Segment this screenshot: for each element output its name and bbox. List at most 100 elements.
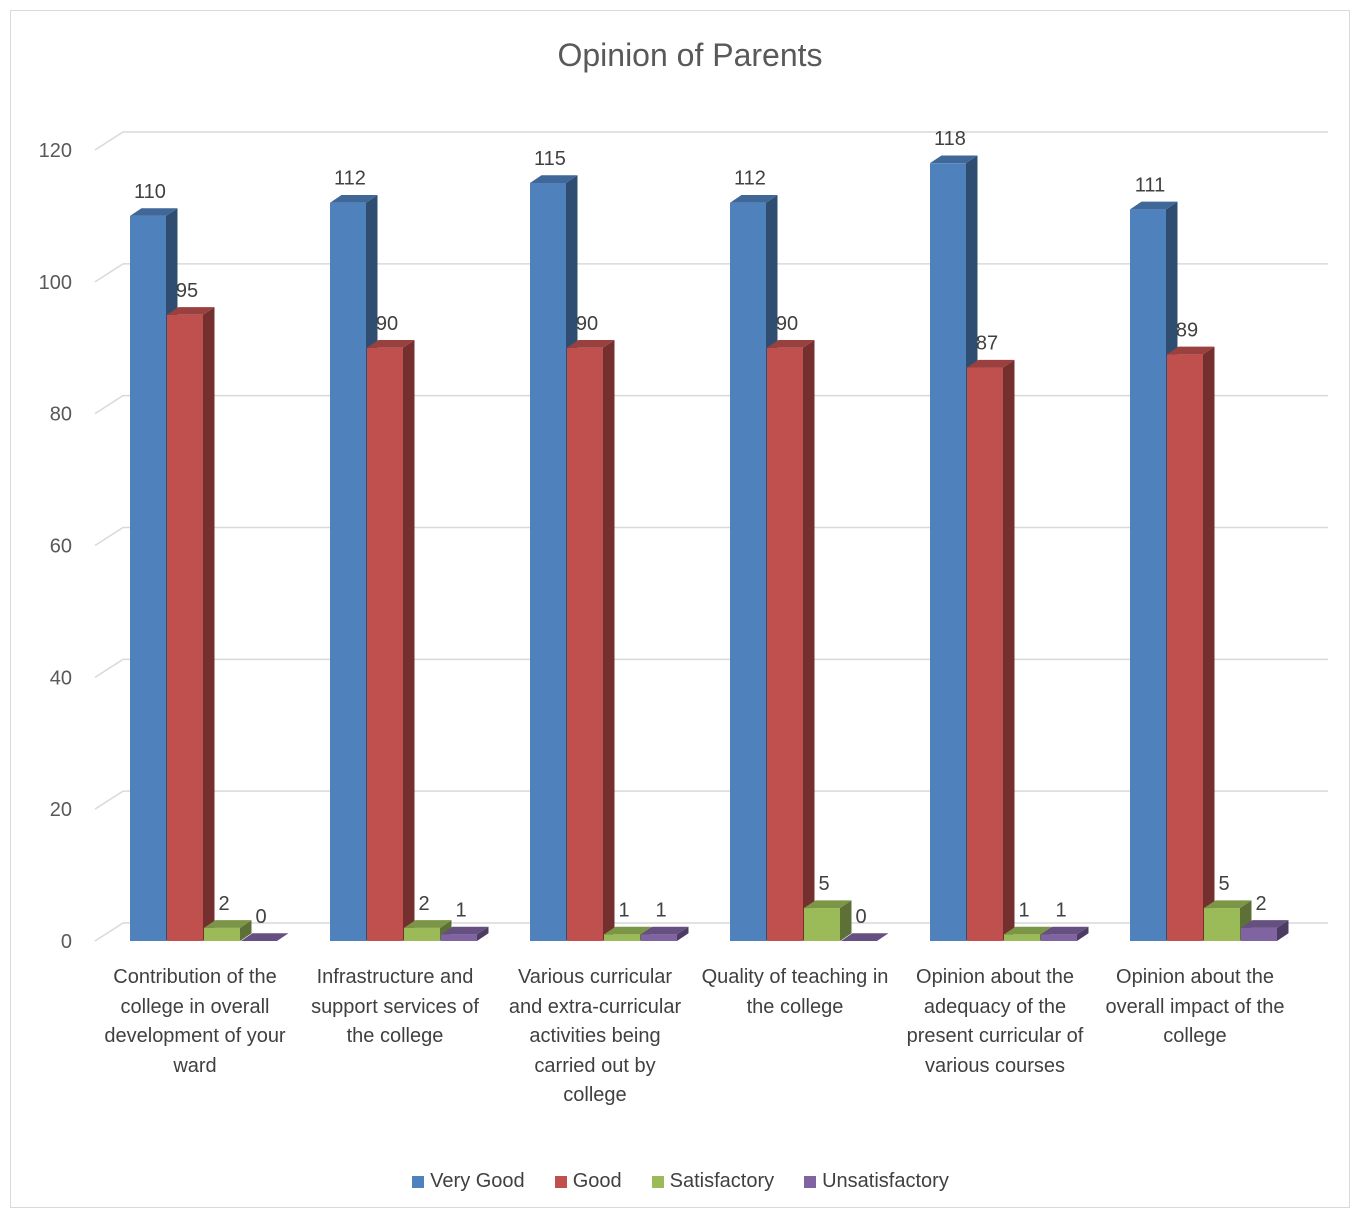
bar-top xyxy=(841,933,889,941)
data-label: 2 xyxy=(418,893,429,915)
data-label: 90 xyxy=(376,313,398,335)
bar xyxy=(1167,346,1215,941)
x-tick-label: Various curricular and extra-curricular … xyxy=(508,966,682,1106)
legend-label: Unsatisfactory xyxy=(822,1170,949,1192)
y-tick-label: 100 xyxy=(39,272,72,294)
bar xyxy=(204,920,252,941)
bar-top xyxy=(330,195,378,203)
bar-front xyxy=(1130,209,1166,941)
x-tick-label: Opinion about the adequacy of the presen… xyxy=(906,966,1084,1077)
data-label: 89 xyxy=(1176,319,1198,341)
bar-side xyxy=(240,920,252,941)
bar-front xyxy=(604,934,640,941)
data-label: 2 xyxy=(1255,893,1266,915)
bar-front xyxy=(641,934,677,941)
bar-top xyxy=(641,926,689,935)
data-label: 1 xyxy=(1055,899,1066,921)
data-label: 95 xyxy=(176,280,198,302)
bar-top xyxy=(1041,926,1089,935)
legend-item: Satisfactory xyxy=(651,1170,774,1193)
bar-front xyxy=(1204,908,1240,941)
data-label: 90 xyxy=(576,313,598,335)
bar xyxy=(1241,920,1289,941)
bar-top xyxy=(130,208,178,216)
bar-side xyxy=(203,307,215,941)
data-label: 0 xyxy=(855,906,866,928)
legend-swatch xyxy=(651,1175,664,1188)
bar-front xyxy=(167,314,203,942)
y-tick-label: 0 xyxy=(61,931,72,953)
bar xyxy=(167,307,215,942)
bar-side xyxy=(803,340,815,941)
data-label: 1 xyxy=(618,899,629,921)
bar-front xyxy=(1167,354,1203,941)
bar-front xyxy=(530,182,566,942)
bar-front xyxy=(767,347,803,941)
y-axis: 0 20 40 60 80 100 120 xyxy=(39,140,72,953)
bar-side xyxy=(477,926,489,941)
bar-side xyxy=(1077,926,1089,941)
bar-top xyxy=(1004,926,1052,935)
bar-side xyxy=(840,900,852,941)
bar xyxy=(1204,900,1252,941)
bar-front xyxy=(567,347,603,941)
bar-side xyxy=(677,926,689,941)
bar xyxy=(567,340,615,941)
bar xyxy=(441,926,489,941)
bar xyxy=(241,933,289,942)
data-label: 1 xyxy=(455,899,466,921)
y-tick-label: 60 xyxy=(50,536,72,558)
gridline xyxy=(94,658,1328,678)
bar-front xyxy=(130,215,166,941)
data-label: 1 xyxy=(655,899,666,921)
bar-front xyxy=(330,202,366,941)
data-label: 115 xyxy=(534,148,566,170)
bar-top xyxy=(1204,900,1252,909)
data-label: 0 xyxy=(255,906,266,928)
bar-top xyxy=(167,307,215,315)
bar-front xyxy=(1241,927,1277,941)
x-tick-label: Quality of teaching in the college xyxy=(701,966,889,1018)
bar xyxy=(641,926,689,941)
bar-front xyxy=(1004,934,1040,941)
bar-top xyxy=(1167,346,1215,355)
bar-top xyxy=(530,175,578,183)
bar-front xyxy=(204,927,240,941)
bar-side xyxy=(1203,346,1215,941)
bar-front xyxy=(930,163,966,941)
legend-swatch xyxy=(804,1175,817,1188)
bar-top xyxy=(967,359,1015,368)
bar-front xyxy=(441,934,477,941)
bar-top xyxy=(204,920,252,928)
gridlines xyxy=(94,131,1328,942)
legend-item: Unsatisfactory xyxy=(804,1170,949,1193)
legend: Very Good Good Satisfactory Unsatisfactory xyxy=(0,1170,1361,1193)
data-label: 5 xyxy=(1218,873,1229,895)
data-label: 90 xyxy=(776,313,798,335)
bar xyxy=(967,359,1015,941)
bar-front xyxy=(804,908,840,941)
bar xyxy=(367,340,415,941)
x-tick-label: Contribution of the college in overall d… xyxy=(104,966,286,1077)
data-label: 87 xyxy=(976,333,998,355)
chart-title: Opinion of Parents xyxy=(557,37,822,73)
bar xyxy=(404,920,452,941)
bar-top xyxy=(567,340,615,348)
data-label: 5 xyxy=(818,873,829,895)
y-tick-label: 80 xyxy=(50,404,72,426)
gridline xyxy=(94,131,1328,151)
gridline xyxy=(94,526,1328,547)
bar-front xyxy=(367,347,403,941)
chart-frame xyxy=(10,10,1350,1208)
bar-top xyxy=(241,933,289,941)
bar xyxy=(804,900,852,941)
bar-side xyxy=(1277,920,1289,941)
bar-top xyxy=(1241,920,1289,928)
bar xyxy=(1041,926,1089,941)
legend-label: Good xyxy=(572,1170,622,1192)
bar-top xyxy=(367,340,415,348)
bar xyxy=(841,933,889,942)
data-label: 1 xyxy=(1018,899,1029,921)
bar-top xyxy=(404,920,452,928)
x-tick-label: Opinion about the overall impact of the … xyxy=(1105,966,1285,1047)
